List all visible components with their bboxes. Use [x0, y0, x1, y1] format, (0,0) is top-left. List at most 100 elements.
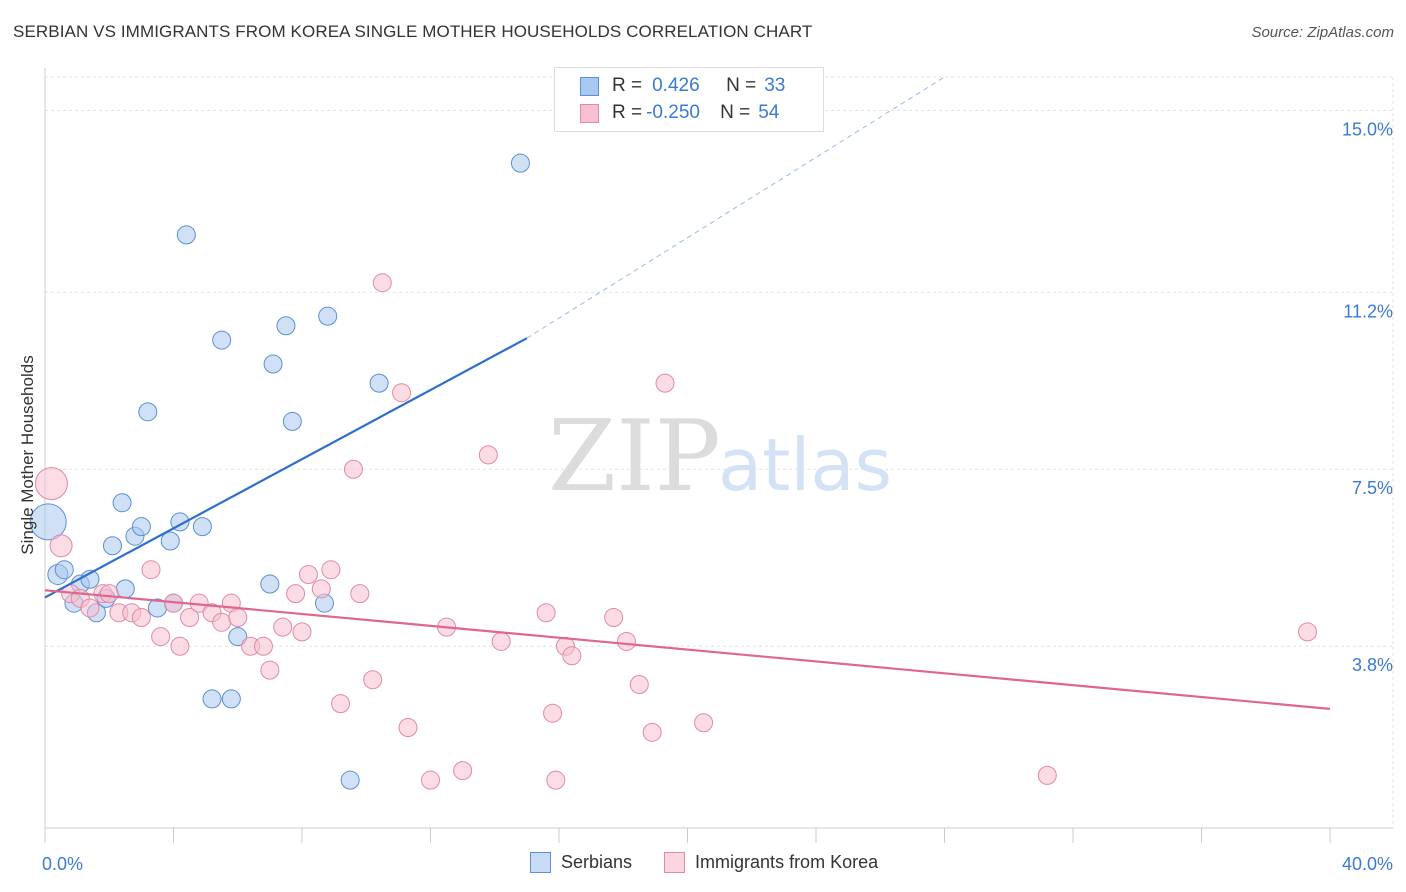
- korea-point: [253, 636, 273, 656]
- legend-n-value: 33: [764, 75, 786, 96]
- watermark-atlas: atlas: [718, 423, 892, 507]
- serbians-point: [228, 627, 248, 647]
- korea-point: [99, 584, 119, 604]
- korea-point: [141, 560, 161, 580]
- korea-point: [292, 622, 312, 642]
- serbians-point: [115, 579, 135, 599]
- series-legend: Serbians Immigrants from Korea: [530, 852, 910, 873]
- korea-point: [343, 459, 363, 479]
- korea-point: [298, 564, 318, 584]
- serbians-trendline: [44, 337, 528, 599]
- serbians-point: [160, 531, 180, 551]
- korea-point: [655, 373, 675, 393]
- korea-point: [228, 608, 248, 628]
- legend-swatch-korea: [580, 103, 599, 123]
- serbians-point: [192, 517, 212, 537]
- y-tick-label: 15.0%: [1342, 119, 1393, 139]
- korea-point: [151, 627, 171, 647]
- korea-point: [629, 674, 649, 694]
- legend-row-korea: R = -0.250 N = 54: [580, 101, 779, 125]
- legend-r-label: R =: [612, 102, 643, 123]
- korea-point: [311, 579, 331, 599]
- legend-n-label: N =: [726, 75, 757, 96]
- korea-point: [491, 631, 511, 651]
- y-tick-label: 11.2%: [1343, 301, 1393, 321]
- legend-label-serbians: Serbians: [561, 852, 633, 872]
- legend-r-value: -0.250: [646, 102, 700, 123]
- serbians-point: [112, 493, 132, 513]
- korea-point: [562, 646, 582, 666]
- serbians-point: [260, 574, 280, 594]
- legend-swatch-serbians: [530, 852, 551, 873]
- korea-point: [49, 534, 73, 558]
- serbians-point: [202, 689, 222, 709]
- legend-swatch-serbians: [580, 76, 599, 96]
- serbians-point: [263, 354, 283, 374]
- korea-point: [131, 608, 151, 628]
- serbians-point: [318, 306, 338, 326]
- axes: [44, 68, 1393, 843]
- korea-point: [1037, 765, 1057, 785]
- korea-point: [398, 718, 418, 738]
- korea-point: [372, 273, 392, 293]
- legend-n-value: 54: [758, 102, 780, 123]
- watermark: ZIP atlas: [548, 400, 892, 514]
- korea-point: [321, 560, 341, 580]
- korea-trendline: [44, 589, 1331, 710]
- korea-point: [392, 383, 412, 403]
- korea-point: [546, 770, 566, 790]
- y-axis-label: Single Mother Households: [18, 355, 37, 555]
- serbians-point: [510, 153, 530, 173]
- x-tick-label: 40.0%: [1342, 854, 1393, 874]
- serbians-point: [176, 225, 196, 245]
- korea-point: [34, 467, 68, 501]
- korea-point: [80, 598, 100, 618]
- serbians-point: [340, 770, 360, 790]
- serbians-point: [102, 536, 122, 556]
- legend-row-serbians: R = 0.426 N = 33: [580, 74, 785, 98]
- korea-point: [616, 631, 636, 651]
- serbians-point: [276, 316, 296, 336]
- legend-label-korea: Immigrants from Korea: [695, 852, 879, 872]
- korea-point: [350, 584, 370, 604]
- korea-point: [478, 445, 498, 465]
- y-tick-label: 3.8%: [1352, 655, 1393, 675]
- data-points: [29, 153, 1318, 790]
- serbians-point: [221, 689, 241, 709]
- legend-swatch-korea: [664, 852, 686, 873]
- grid-lines: [45, 76, 1394, 828]
- korea-point: [286, 584, 306, 604]
- serbians-point: [212, 330, 232, 350]
- korea-point: [273, 617, 293, 637]
- serbians-point: [369, 373, 389, 393]
- legend-r-label: R =: [612, 75, 643, 96]
- legend-n-label: N =: [720, 102, 751, 123]
- korea-point: [421, 770, 440, 790]
- korea-point: [694, 713, 714, 733]
- legend-item-korea: Immigrants from Korea: [664, 852, 878, 873]
- korea-point: [543, 703, 563, 723]
- korea-point: [212, 612, 232, 632]
- x-tick-label: 0.0%: [42, 854, 83, 874]
- korea-point: [604, 608, 624, 628]
- watermark-zip: ZIP: [548, 400, 721, 514]
- korea-point: [363, 670, 383, 690]
- korea-point: [180, 608, 200, 628]
- serbians-point: [29, 503, 67, 541]
- y-tick-label: 7.5%: [1352, 478, 1393, 498]
- tick-labels: 3.8% 7.5% 11.2% 15.0% 0.0% 40.0%: [42, 119, 1393, 874]
- korea-point: [536, 603, 556, 623]
- serbians-point: [131, 517, 151, 537]
- serbians-trendline-extension: [526, 76, 945, 339]
- korea-point: [260, 660, 280, 680]
- korea-point: [170, 636, 190, 656]
- chart-title: SERBIAN VS IMMIGRANTS FROM KOREA SINGLE …: [13, 22, 813, 41]
- serbians-point: [138, 402, 158, 422]
- correlation-legend: R = 0.426 N = 33 R = -0.250 N = 54: [554, 67, 824, 132]
- korea-point: [331, 694, 351, 714]
- serbians-point: [282, 411, 302, 431]
- korea-point: [453, 761, 473, 781]
- trendlines: [44, 76, 1331, 710]
- source-label: Source: ZipAtlas.com: [1251, 24, 1394, 41]
